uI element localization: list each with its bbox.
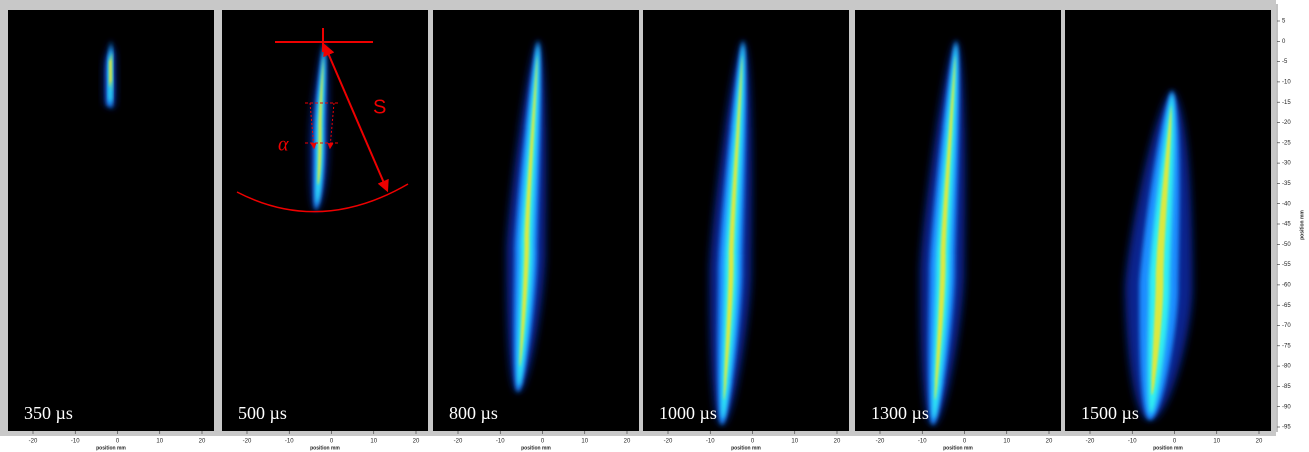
x-tick-label: 10 (156, 439, 163, 445)
y-tick-label: -85 (1282, 384, 1291, 390)
x-tick-label: 10 (791, 439, 798, 445)
y-tick-label: -55 (1282, 262, 1291, 268)
y-tick-label: -50 (1282, 242, 1291, 248)
spray-hot (519, 55, 538, 367)
y-tick-label: -20 (1282, 120, 1291, 126)
y-tick-label: -80 (1282, 364, 1291, 370)
x-axis-label: position mm (943, 445, 973, 451)
spray-hot (317, 57, 324, 185)
y-tick-label: -40 (1282, 201, 1291, 207)
x-axis-label: position mm (1153, 445, 1183, 451)
spray-hot (934, 55, 956, 400)
x-tick-label: 10 (370, 439, 377, 445)
spray-hot (1151, 105, 1172, 395)
x-tick-label: -20 (1086, 439, 1095, 445)
x-tick-label: -20 (29, 439, 38, 445)
time-label: 500 µs (238, 403, 287, 423)
x-axis-label: position mm (96, 445, 126, 451)
y-tick-label: -25 (1282, 140, 1291, 146)
x-tick-label: 0 (963, 439, 967, 445)
x-tick-label: -20 (664, 439, 673, 445)
time-label: 1500 µs (1081, 403, 1139, 423)
x-tick-label: -10 (71, 439, 80, 445)
cone-edge (309, 102, 317, 150)
panel: 1000 µs -20 -10 0 10 20 position mm (643, 10, 849, 451)
tip-arc (236, 183, 409, 213)
time-label: 800 µs (449, 403, 498, 423)
y-tick-label: -60 (1282, 282, 1291, 288)
annotation-group: S α (236, 28, 409, 213)
x-tick-label: 0 (330, 439, 334, 445)
y-tick-label: -5 (1282, 59, 1288, 65)
y-tick-label: 0 (1282, 39, 1286, 45)
x-tick-label: -10 (918, 439, 927, 445)
x-axis-label: position mm (521, 445, 551, 451)
panel: 1300 µs -20 -10 0 10 20 position mm (855, 10, 1061, 451)
x-tick-label: 0 (541, 439, 545, 445)
time-label: 1300 µs (871, 403, 929, 423)
panel: 350 µs -20 -10 0 10 20 position mm (8, 10, 214, 451)
x-tick-label: -20 (454, 439, 463, 445)
time-label: 350 µs (24, 403, 73, 423)
x-tick-label: 20 (413, 439, 420, 445)
y-tick-label: 5 (1282, 19, 1286, 25)
x-tick-label: -10 (1128, 439, 1137, 445)
x-tick-label: 20 (834, 439, 841, 445)
x-axis-label: position mm (310, 445, 340, 451)
panel: 800 µs -20 -10 0 10 20 position mm (433, 10, 639, 451)
x-tick-label: 10 (1003, 439, 1010, 445)
x-tick-label: 0 (1173, 439, 1177, 445)
y-tick-label: -90 (1282, 404, 1291, 410)
x-tick-label: 20 (624, 439, 631, 445)
y-tick-label: -95 (1282, 425, 1291, 431)
y-tick-label: -35 (1282, 181, 1291, 187)
x-axis-label: position mm (731, 445, 761, 451)
cone-edge (327, 102, 335, 150)
y-tick-label: -10 (1282, 79, 1291, 85)
y-axis-label: position mm (1299, 210, 1305, 240)
x-tick-label: -10 (706, 439, 715, 445)
x-tick-label: -20 (243, 439, 252, 445)
spray-hot (109, 53, 113, 92)
y-tick-label: -45 (1282, 222, 1291, 228)
x-tick-label: 20 (199, 439, 206, 445)
y-tick-label: -75 (1282, 343, 1291, 349)
x-tick-label: 0 (751, 439, 755, 445)
time-label: 1000 µs (659, 403, 717, 423)
y-tick-label: -70 (1282, 323, 1291, 329)
penetration-arrow (323, 43, 389, 193)
x-tick-label: 10 (1213, 439, 1220, 445)
x-tick-label: 0 (116, 439, 120, 445)
x-tick-label: -10 (496, 439, 505, 445)
y-tick-label: -65 (1282, 303, 1291, 309)
spray-hot (723, 55, 743, 400)
x-tick-label: -20 (876, 439, 885, 445)
angle-label: α (278, 134, 289, 156)
x-tick-label: -10 (285, 439, 294, 445)
y-axis: 5 0 -5 -10 -15 -20 -25 -30 -35 -40 -45 -50 -55 -60 -65… (1276, 4, 1305, 432)
y-tick-label: -30 (1282, 161, 1291, 167)
x-tick-label: 20 (1256, 439, 1263, 445)
y-tick-label: -15 (1282, 100, 1291, 106)
panel: 500 µs -20 -10 0 10 20 position mm (222, 10, 428, 451)
x-tick-label: 20 (1046, 439, 1053, 445)
x-tick-label: 10 (581, 439, 588, 445)
distance-label: S (373, 96, 386, 118)
panel: 1500 µs -20 -10 0 10 20 position mm (1065, 10, 1271, 451)
